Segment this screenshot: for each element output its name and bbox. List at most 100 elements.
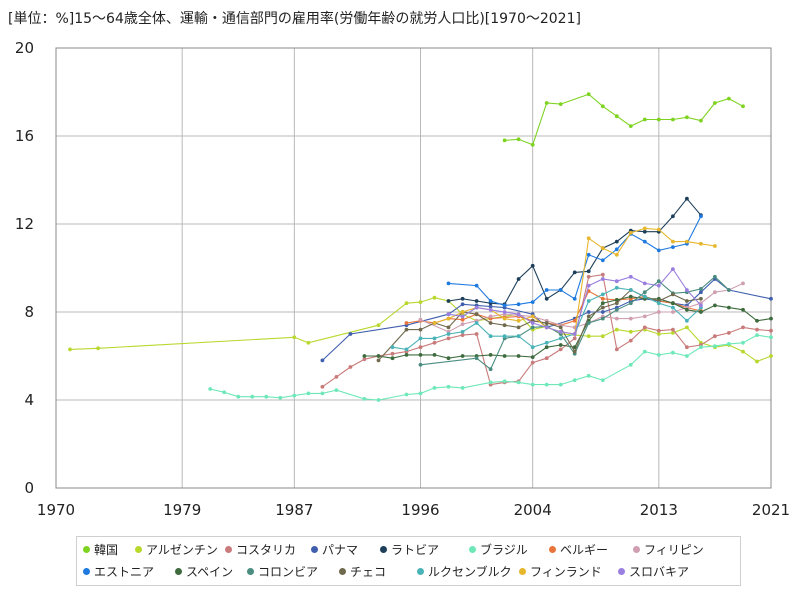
data-point bbox=[628, 124, 633, 128]
data-point bbox=[488, 353, 493, 357]
y-tick-label: 0 bbox=[24, 479, 34, 497]
data-point bbox=[600, 296, 605, 301]
data-point bbox=[572, 296, 577, 301]
data-point bbox=[418, 300, 423, 304]
legend-item: パナマ bbox=[311, 541, 358, 558]
data-point bbox=[642, 229, 647, 234]
data-point bbox=[460, 296, 465, 301]
data-point bbox=[600, 310, 605, 314]
data-point bbox=[418, 317, 423, 322]
data-point bbox=[432, 340, 437, 345]
legend-marker bbox=[380, 546, 387, 553]
legend-item: アルゼンチン bbox=[135, 541, 218, 558]
data-point bbox=[222, 390, 227, 395]
data-point bbox=[572, 336, 577, 341]
data-point bbox=[727, 342, 731, 346]
legend-label: コロンビア bbox=[258, 565, 319, 579]
data-point bbox=[474, 283, 479, 288]
data-point bbox=[769, 296, 773, 301]
data-point bbox=[446, 299, 451, 303]
data-point bbox=[642, 294, 647, 299]
data-point bbox=[544, 345, 549, 350]
data-point bbox=[642, 226, 647, 231]
data-point bbox=[572, 270, 577, 275]
data-point bbox=[418, 336, 423, 341]
data-point bbox=[600, 334, 605, 339]
data-point bbox=[572, 332, 577, 336]
data-point bbox=[460, 354, 465, 358]
data-point bbox=[656, 353, 661, 357]
data-point bbox=[362, 397, 367, 401]
data-point bbox=[432, 321, 437, 325]
y-tick-label: 16 bbox=[15, 127, 34, 145]
data-point bbox=[320, 358, 325, 363]
data-point bbox=[558, 343, 563, 347]
legend: 韓国 アルゼンチン コスタリカ パナマ ラトビア ブラジル ベルギー フィリピン エストニア スペ… bbox=[76, 536, 741, 586]
data-point bbox=[671, 245, 675, 250]
data-point bbox=[446, 384, 451, 389]
legend-label: チェコ bbox=[350, 565, 387, 579]
data-point bbox=[769, 354, 773, 358]
data-point bbox=[446, 281, 451, 286]
legend-item: コロンビア bbox=[247, 563, 318, 580]
data-point bbox=[642, 314, 647, 319]
legend-marker bbox=[339, 568, 346, 575]
data-point bbox=[460, 310, 465, 314]
data-point bbox=[544, 340, 549, 345]
legend-item: エストニア bbox=[83, 563, 154, 580]
data-point bbox=[474, 299, 479, 303]
data-point bbox=[320, 391, 325, 396]
data-point bbox=[656, 301, 661, 306]
legend-label: フィリピン bbox=[644, 543, 704, 557]
legend-marker bbox=[225, 546, 232, 553]
legend-label: ラトビア bbox=[391, 543, 440, 557]
legend-label: ルクセンブルク bbox=[428, 565, 512, 579]
legend-item: スロバキア bbox=[618, 563, 689, 580]
data-point bbox=[755, 327, 759, 332]
data-point bbox=[713, 290, 717, 295]
x-tick-label: 1979 bbox=[163, 501, 201, 519]
data-point bbox=[713, 101, 717, 105]
data-point bbox=[390, 345, 395, 350]
data-point bbox=[432, 386, 437, 390]
legend-label: エストニア bbox=[94, 565, 155, 579]
data-point bbox=[404, 301, 409, 306]
legend-marker bbox=[83, 546, 90, 553]
data-point bbox=[699, 290, 703, 295]
data-point bbox=[685, 288, 689, 292]
data-point bbox=[558, 325, 563, 330]
x-tick-label: 1996 bbox=[401, 501, 439, 519]
data-point bbox=[769, 316, 773, 321]
data-point bbox=[558, 329, 563, 334]
data-point bbox=[685, 196, 689, 201]
data-point bbox=[474, 305, 479, 310]
data-point bbox=[404, 353, 409, 357]
data-point bbox=[544, 101, 549, 105]
legend-item: チェコ bbox=[339, 563, 386, 580]
data-point bbox=[432, 295, 437, 300]
data-point bbox=[699, 214, 703, 219]
data-point bbox=[699, 303, 703, 308]
data-point bbox=[586, 269, 591, 274]
data-point bbox=[642, 281, 647, 286]
series-line bbox=[448, 216, 702, 306]
data-point bbox=[741, 104, 745, 109]
series-0 bbox=[502, 92, 745, 147]
data-point bbox=[628, 288, 633, 292]
series-9 bbox=[362, 294, 773, 361]
legend-label: 韓国 bbox=[94, 543, 119, 557]
data-point bbox=[642, 325, 647, 330]
data-point bbox=[628, 274, 633, 279]
data-point bbox=[600, 301, 605, 306]
series-8 bbox=[446, 214, 703, 308]
data-point bbox=[502, 354, 507, 358]
legend-marker bbox=[175, 568, 182, 575]
data-point bbox=[390, 356, 395, 361]
data-point bbox=[614, 285, 619, 290]
series-12 bbox=[390, 285, 703, 352]
legend-item: コスタリカ bbox=[225, 541, 296, 558]
data-point bbox=[614, 316, 619, 321]
data-point bbox=[516, 318, 521, 323]
data-point bbox=[614, 301, 619, 306]
grid-lines bbox=[56, 48, 771, 488]
